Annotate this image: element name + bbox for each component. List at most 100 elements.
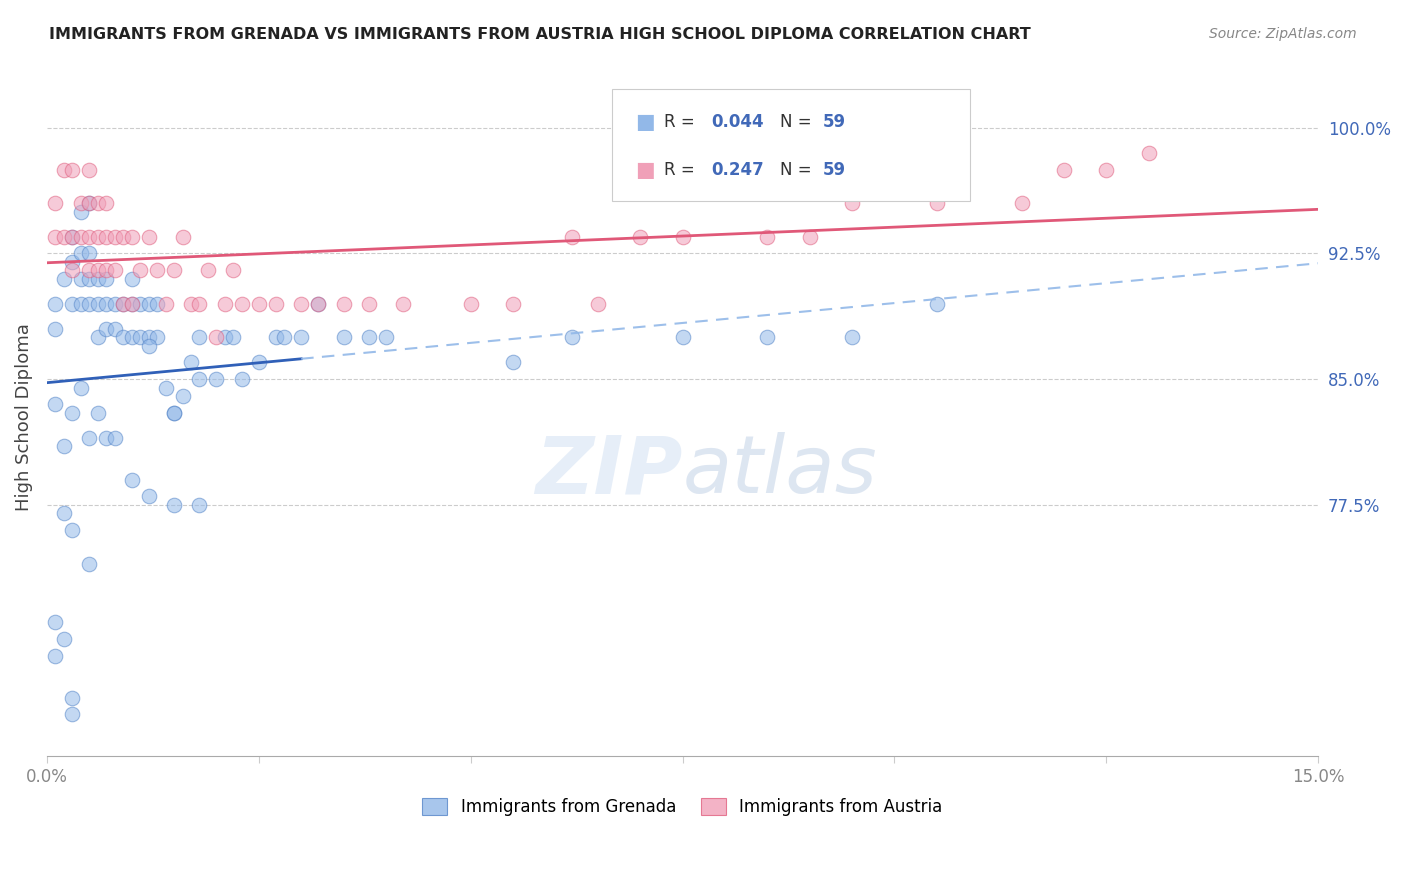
Point xyxy=(231,372,253,386)
Point xyxy=(188,372,211,386)
Point xyxy=(188,498,211,512)
Point xyxy=(52,506,75,520)
Point xyxy=(222,330,245,344)
Point xyxy=(392,296,415,310)
Point xyxy=(273,330,295,344)
Point xyxy=(247,355,270,369)
Point xyxy=(69,229,91,244)
Point xyxy=(60,707,83,722)
Point xyxy=(155,296,177,310)
Point xyxy=(60,690,83,705)
Point xyxy=(841,196,863,211)
Text: N =: N = xyxy=(780,161,817,178)
Point xyxy=(214,330,236,344)
Point xyxy=(60,162,83,177)
Point xyxy=(561,330,583,344)
Point xyxy=(172,389,194,403)
Point xyxy=(188,330,211,344)
Point xyxy=(121,271,143,285)
Point xyxy=(44,229,66,244)
Point xyxy=(163,406,186,420)
Y-axis label: High School Diploma: High School Diploma xyxy=(15,323,32,511)
Point xyxy=(52,229,75,244)
Text: 0.247: 0.247 xyxy=(711,161,765,178)
Point xyxy=(96,431,118,445)
Point xyxy=(77,296,100,310)
Point xyxy=(138,338,160,352)
Point xyxy=(841,330,863,344)
Text: 59: 59 xyxy=(823,161,845,178)
Point xyxy=(756,330,779,344)
Point xyxy=(96,263,118,277)
Text: N =: N = xyxy=(780,113,817,131)
Point xyxy=(307,296,329,310)
Text: ■: ■ xyxy=(636,160,655,179)
Point xyxy=(60,263,83,277)
Point xyxy=(332,296,354,310)
Point xyxy=(77,196,100,211)
Point xyxy=(146,330,169,344)
Point xyxy=(52,632,75,646)
Point xyxy=(60,229,83,244)
Point xyxy=(121,330,143,344)
Point xyxy=(60,296,83,310)
Point xyxy=(77,271,100,285)
Point xyxy=(69,380,91,394)
Point xyxy=(69,296,91,310)
Point xyxy=(138,229,160,244)
Legend: Immigrants from Grenada, Immigrants from Austria: Immigrants from Grenada, Immigrants from… xyxy=(416,791,949,822)
Point xyxy=(138,296,160,310)
Point xyxy=(69,196,91,211)
Point xyxy=(44,196,66,211)
Point xyxy=(77,263,100,277)
Point xyxy=(77,229,100,244)
Point xyxy=(264,296,287,310)
Point xyxy=(180,296,202,310)
Point xyxy=(104,322,127,336)
Point xyxy=(502,296,524,310)
Point xyxy=(112,229,135,244)
Point xyxy=(77,557,100,571)
Point xyxy=(1011,196,1033,211)
Point xyxy=(290,330,312,344)
Point xyxy=(69,246,91,260)
Point xyxy=(121,473,143,487)
Point xyxy=(129,330,152,344)
Point xyxy=(60,229,83,244)
Point xyxy=(307,296,329,310)
Point xyxy=(357,296,380,310)
Point xyxy=(332,330,354,344)
Point xyxy=(1053,162,1076,177)
Point xyxy=(561,229,583,244)
Point xyxy=(205,330,228,344)
Point xyxy=(628,229,651,244)
Point xyxy=(96,196,118,211)
Point xyxy=(52,162,75,177)
Point xyxy=(290,296,312,310)
Point xyxy=(799,229,821,244)
Point xyxy=(44,648,66,663)
Point xyxy=(129,263,152,277)
Point xyxy=(96,296,118,310)
Point xyxy=(77,246,100,260)
Point xyxy=(104,229,127,244)
Point xyxy=(87,229,110,244)
Point xyxy=(205,372,228,386)
Point xyxy=(163,263,186,277)
Point xyxy=(60,523,83,537)
Text: R =: R = xyxy=(664,113,700,131)
Point xyxy=(96,229,118,244)
Point xyxy=(112,330,135,344)
Point xyxy=(222,263,245,277)
Point xyxy=(44,397,66,411)
Point xyxy=(1137,145,1160,160)
Point xyxy=(60,406,83,420)
Point xyxy=(60,255,83,269)
Point xyxy=(96,322,118,336)
Text: Source: ZipAtlas.com: Source: ZipAtlas.com xyxy=(1209,27,1357,41)
Point xyxy=(247,296,270,310)
Point xyxy=(925,196,948,211)
Point xyxy=(214,296,236,310)
Point xyxy=(87,330,110,344)
Point xyxy=(121,229,143,244)
